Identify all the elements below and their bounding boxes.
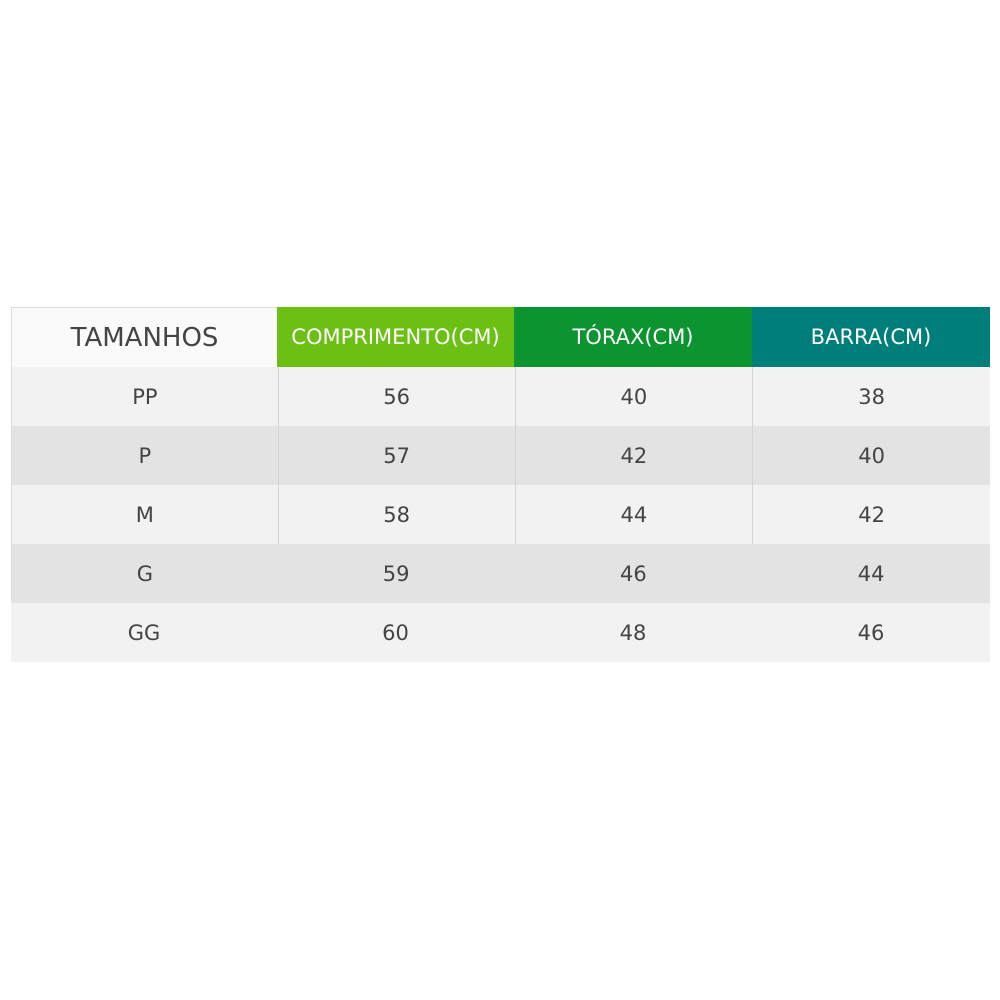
size-cell: GG bbox=[127, 620, 161, 645]
table-row: G 59 46 44 bbox=[11, 544, 990, 603]
torax-cell: 44 bbox=[514, 485, 753, 544]
header-barra: BARRA(CM) bbox=[752, 307, 990, 367]
torax-cell: 40 bbox=[514, 367, 753, 426]
comprimento-cell: 56 bbox=[277, 367, 515, 426]
barra-cell: 44 bbox=[857, 561, 885, 586]
comprimento-cell: 59 bbox=[382, 561, 410, 586]
torax-cell: 42 bbox=[514, 426, 753, 485]
table-row: PP 56 40 38 bbox=[11, 367, 990, 426]
torax-cell: 46 bbox=[620, 561, 647, 586]
comprimento-cell: 57 bbox=[277, 426, 515, 485]
header-torax: TÓRAX(CM) bbox=[514, 307, 752, 367]
barra-cell: 42 bbox=[752, 485, 990, 544]
table-row: GG 60 48 46 bbox=[11, 603, 990, 662]
comprimento-cell: 60 bbox=[382, 620, 409, 645]
barra-cell: 40 bbox=[752, 426, 990, 485]
size-cell: G bbox=[136, 561, 153, 586]
barra-cell: 38 bbox=[752, 367, 990, 426]
table-row: M 58 44 42 bbox=[11, 485, 990, 544]
size-table: TAMANHOS COMPRIMENTO(CM) TÓRAX(CM) BARRA… bbox=[11, 307, 990, 662]
header-row: TAMANHOS COMPRIMENTO(CM) TÓRAX(CM) BARRA… bbox=[11, 307, 990, 367]
barra-cell: 46 bbox=[857, 620, 885, 645]
comprimento-cell: 58 bbox=[277, 485, 515, 544]
header-comprimento: COMPRIMENTO(CM) bbox=[277, 307, 514, 367]
table-row: P 57 42 40 bbox=[11, 426, 990, 485]
torax-cell: 48 bbox=[619, 620, 647, 645]
size-cell: P bbox=[138, 443, 152, 468]
header-tamanhos: TAMANHOS bbox=[11, 307, 277, 367]
size-cell: PP bbox=[132, 384, 158, 409]
size-cell: M bbox=[135, 502, 154, 527]
